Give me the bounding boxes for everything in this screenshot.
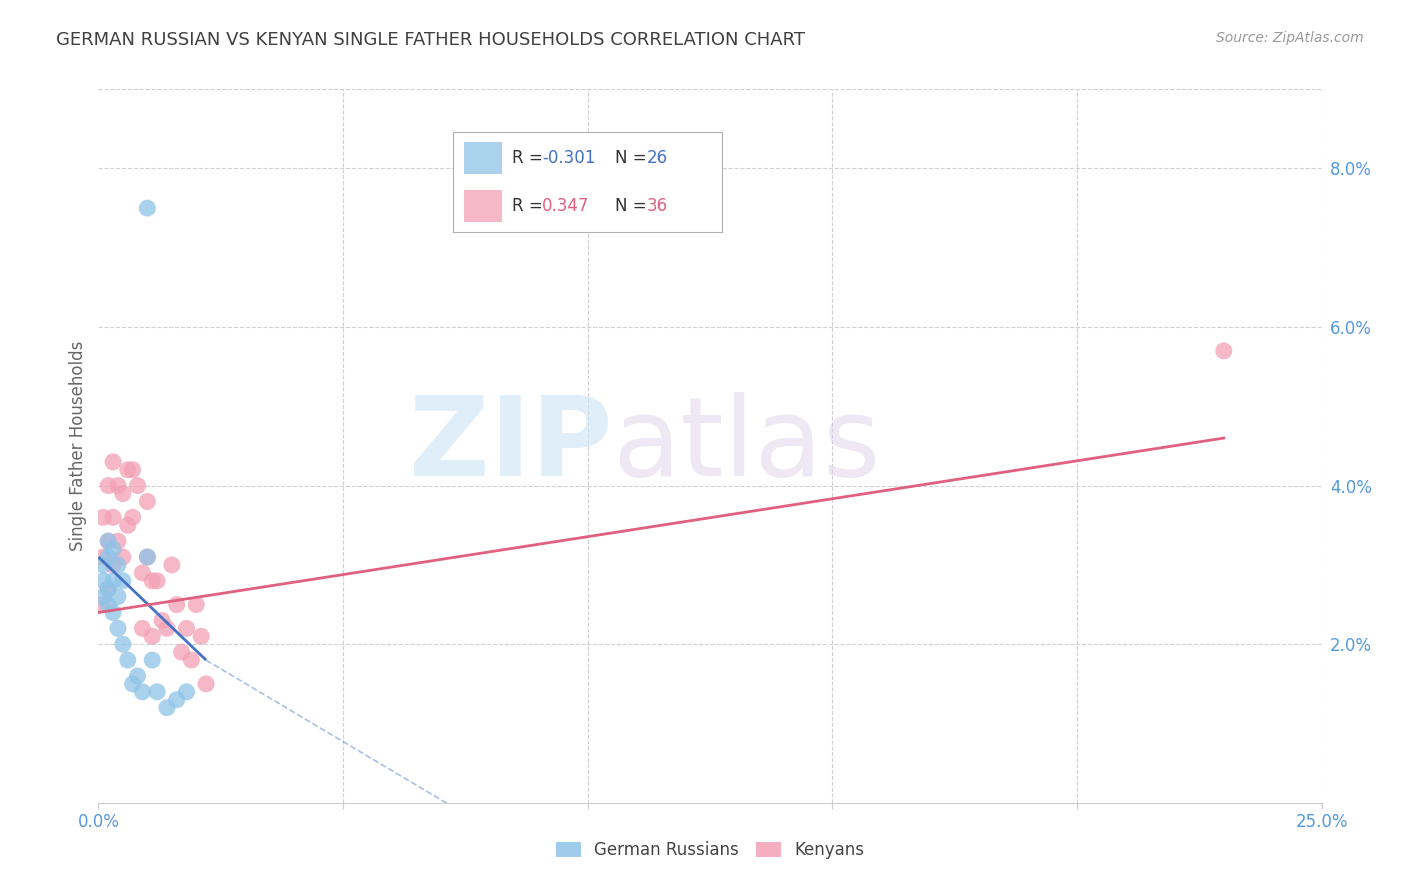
Point bbox=[107, 590, 129, 604]
Y-axis label: Single Father Households: Single Father Households bbox=[69, 341, 87, 551]
Point bbox=[97, 534, 120, 549]
Point bbox=[97, 582, 120, 596]
Point bbox=[176, 621, 198, 635]
Point bbox=[91, 510, 114, 524]
Point bbox=[131, 621, 153, 635]
Point bbox=[170, 645, 193, 659]
Point bbox=[186, 598, 208, 612]
Point bbox=[111, 637, 134, 651]
Text: N =: N = bbox=[614, 149, 651, 167]
Point bbox=[91, 590, 114, 604]
Point bbox=[190, 629, 212, 643]
Point bbox=[141, 574, 163, 588]
Point bbox=[91, 574, 114, 588]
Point bbox=[156, 621, 179, 635]
Point bbox=[141, 653, 163, 667]
Point bbox=[101, 606, 124, 620]
Point bbox=[91, 598, 114, 612]
Point bbox=[150, 614, 173, 628]
Point bbox=[121, 463, 143, 477]
Point bbox=[97, 598, 120, 612]
Point bbox=[1212, 343, 1234, 358]
Point bbox=[156, 700, 179, 714]
Point bbox=[101, 510, 124, 524]
Point bbox=[111, 486, 134, 500]
Point bbox=[166, 692, 188, 706]
Text: 36: 36 bbox=[647, 197, 668, 215]
Point bbox=[107, 558, 129, 572]
Point bbox=[121, 510, 143, 524]
Point bbox=[136, 494, 159, 508]
FancyBboxPatch shape bbox=[464, 142, 502, 174]
Point bbox=[107, 621, 129, 635]
Point bbox=[146, 685, 169, 699]
Point bbox=[127, 669, 149, 683]
Point bbox=[107, 478, 129, 492]
Point bbox=[136, 201, 159, 215]
Point bbox=[101, 542, 124, 557]
Text: R =: R = bbox=[512, 149, 548, 167]
Point bbox=[176, 685, 198, 699]
Point bbox=[117, 463, 139, 477]
Point bbox=[91, 558, 114, 572]
Text: 0.347: 0.347 bbox=[541, 197, 589, 215]
Text: 26: 26 bbox=[647, 149, 668, 167]
Point bbox=[141, 629, 163, 643]
Point bbox=[136, 549, 159, 564]
Point bbox=[131, 685, 153, 699]
Point bbox=[111, 549, 134, 564]
Text: atlas: atlas bbox=[612, 392, 880, 500]
Point bbox=[180, 653, 202, 667]
Point bbox=[101, 574, 124, 588]
FancyBboxPatch shape bbox=[464, 190, 502, 222]
Text: GERMAN RUSSIAN VS KENYAN SINGLE FATHER HOUSEHOLDS CORRELATION CHART: GERMAN RUSSIAN VS KENYAN SINGLE FATHER H… bbox=[56, 31, 806, 49]
Point bbox=[97, 582, 120, 596]
Text: -0.301: -0.301 bbox=[541, 149, 595, 167]
Point bbox=[121, 677, 143, 691]
Point bbox=[107, 534, 129, 549]
Point bbox=[136, 549, 159, 564]
Point bbox=[117, 518, 139, 533]
Text: Source: ZipAtlas.com: Source: ZipAtlas.com bbox=[1216, 31, 1364, 45]
Text: N =: N = bbox=[614, 197, 651, 215]
Point bbox=[117, 653, 139, 667]
Text: R =: R = bbox=[512, 197, 554, 215]
Point bbox=[127, 478, 149, 492]
Point bbox=[166, 598, 188, 612]
Point bbox=[101, 558, 124, 572]
Point bbox=[160, 558, 183, 572]
Point bbox=[131, 566, 153, 580]
Legend: German Russians, Kenyans: German Russians, Kenyans bbox=[550, 835, 870, 866]
Point bbox=[146, 574, 169, 588]
Text: ZIP: ZIP bbox=[409, 392, 612, 500]
Point bbox=[111, 574, 134, 588]
Point bbox=[91, 549, 114, 564]
Point bbox=[195, 677, 218, 691]
Point bbox=[101, 455, 124, 469]
Point bbox=[97, 549, 120, 564]
Point bbox=[97, 534, 120, 549]
Point bbox=[97, 478, 120, 492]
